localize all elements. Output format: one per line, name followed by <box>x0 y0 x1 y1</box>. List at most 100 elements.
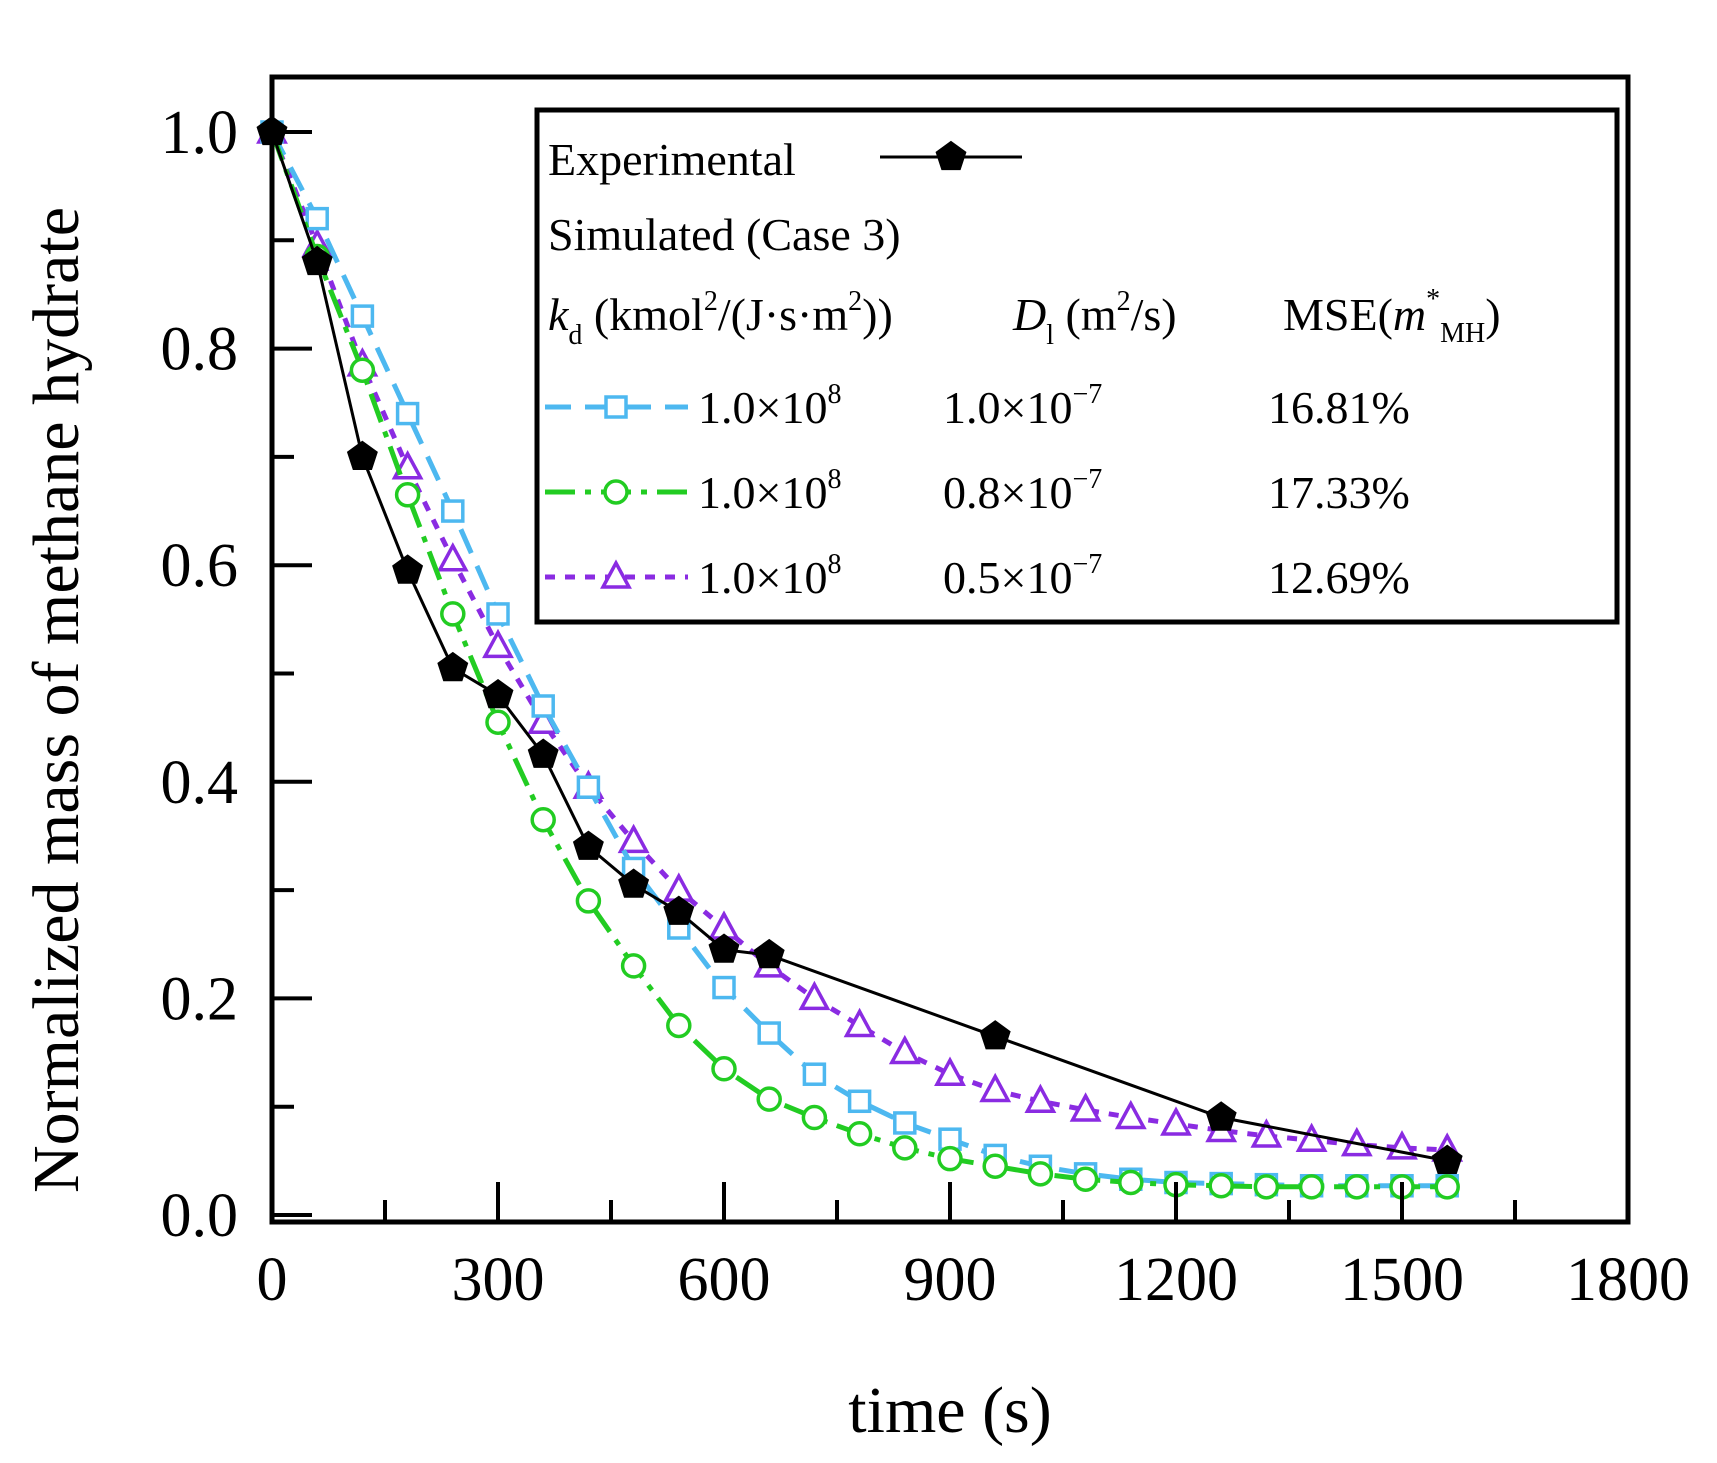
legend-swatch-dot <box>545 559 688 589</box>
data-point <box>1114 1099 1147 1130</box>
data-point <box>802 1062 827 1086</box>
data-point <box>937 1145 963 1172</box>
data-point <box>350 304 375 328</box>
series-line <box>269 131 1448 1153</box>
data-point <box>1250 1118 1283 1148</box>
data-point <box>1024 1083 1057 1114</box>
data-point <box>663 895 695 925</box>
data-point <box>1253 1174 1280 1200</box>
data-point <box>600 559 632 589</box>
legend-row-2: 1.0×108 0.8×10−7 17.33% <box>545 464 1410 518</box>
data-point <box>711 1056 737 1082</box>
data-point <box>893 1111 917 1135</box>
x-tick-label: 300 <box>452 1246 545 1314</box>
y-tick-label: 0.2 <box>161 965 239 1033</box>
data-point <box>757 1021 781 1045</box>
data-point <box>1118 1169 1144 1196</box>
data-point <box>394 482 421 508</box>
x-tick-label: 600 <box>678 1246 771 1314</box>
axes-layer: 0 300 600 900 1200 1500 1800 0.0 0.2 0.4 0.6 0.8 1.0 <box>161 74 1690 1314</box>
legend-row-d: 1.0×10−7 <box>943 379 1102 433</box>
data-point <box>482 628 514 659</box>
data-point <box>847 1089 872 1114</box>
legend-row-kd: 1.0×108 <box>698 549 841 603</box>
data-point <box>441 499 465 523</box>
data-point <box>346 440 378 470</box>
data-point <box>708 933 740 963</box>
data-point <box>1205 1101 1237 1131</box>
legend-experimental-swatch <box>880 140 1022 171</box>
data-point <box>982 1153 1008 1180</box>
data-point <box>531 694 555 718</box>
x-tick-label: 900 <box>904 1246 997 1314</box>
x-tick-label: 1500 <box>1340 1246 1464 1314</box>
data-point <box>935 140 967 171</box>
data-point <box>395 401 420 426</box>
data-point <box>712 975 736 1000</box>
y-tick-label: 0.6 <box>161 532 239 600</box>
legend-row-mse: 12.69% <box>1268 552 1410 603</box>
data-point <box>530 806 556 833</box>
data-point <box>1027 1161 1054 1187</box>
y-tick-label: 0.4 <box>161 749 239 817</box>
data-point <box>392 554 424 584</box>
data-point <box>305 206 329 231</box>
legend-row-d: 0.5×10−7 <box>943 549 1102 603</box>
data-point <box>485 709 511 735</box>
legend-swatch-dash <box>545 395 688 419</box>
data-point <box>437 651 469 682</box>
data-point <box>1344 1174 1370 1200</box>
legend-box <box>534 107 1620 625</box>
data-point <box>1069 1092 1102 1122</box>
legend-row-3: 1.0×108 0.5×10−7 12.69% <box>545 549 1410 603</box>
y-tick-label: 0.0 <box>161 1182 239 1250</box>
data-point <box>1295 1122 1328 1153</box>
data-point <box>753 938 785 969</box>
legend-row-1: 1.0×108 1.0×10−7 16.81% <box>545 379 1410 433</box>
data-point <box>756 1086 782 1112</box>
legend: Experimental Simulated (Case 3) kd (kmol… <box>534 107 1620 625</box>
data-point <box>979 1072 1012 1103</box>
series-line <box>269 130 1448 1189</box>
data-point <box>934 1056 966 1086</box>
data-point <box>301 245 333 276</box>
data-point <box>1072 1166 1099 1193</box>
legend-row-d: 0.8×10−7 <box>943 464 1102 518</box>
data-point <box>846 1121 873 1147</box>
data-point <box>436 542 469 572</box>
data-point <box>620 953 647 979</box>
data-point <box>576 775 601 799</box>
data-point <box>1431 1144 1463 1174</box>
data-point <box>603 479 629 505</box>
legend-rows: 1.0×108 1.0×10−7 16.81% 1.0×108 0.8×10−7… <box>545 379 1410 603</box>
data-point <box>604 395 628 419</box>
y-tick-label: 1.0 <box>161 99 239 167</box>
data-point <box>892 1135 918 1161</box>
data-point <box>575 888 602 914</box>
legend-row-mse: 16.81% <box>1268 382 1410 433</box>
data-point <box>666 1012 692 1039</box>
x-tick-label: 1200 <box>1114 1246 1238 1314</box>
data-point <box>801 1104 828 1131</box>
legend-col-mse: MSE(m*MH) <box>1283 284 1501 349</box>
data-point <box>1434 1174 1460 1200</box>
legend-swatch-dashdot <box>545 479 688 505</box>
y-axis-title: Normalized mass of methane hydrate <box>20 207 93 1193</box>
series-layer <box>256 114 1464 1200</box>
data-point <box>482 678 514 709</box>
x-axis-title: time (s) <box>848 1374 1051 1447</box>
data-point <box>1160 1106 1192 1136</box>
data-point <box>888 1034 921 1065</box>
legend-simulated-label: Simulated (Case 3) <box>548 209 901 260</box>
legend-col-d: Dl (m2/s) <box>1012 286 1177 351</box>
data-point <box>798 980 831 1011</box>
legend-row-kd: 1.0×108 <box>698 379 841 433</box>
data-point <box>349 357 376 384</box>
data-point <box>527 738 559 768</box>
data-point <box>572 830 604 860</box>
x-tick-label: 1800 <box>1566 1246 1690 1314</box>
data-point <box>618 868 650 898</box>
data-point <box>979 1020 1011 1050</box>
data-point <box>843 1007 876 1038</box>
legend-col-kd: kd (kmol2/(J·s·m2)) <box>548 286 893 351</box>
